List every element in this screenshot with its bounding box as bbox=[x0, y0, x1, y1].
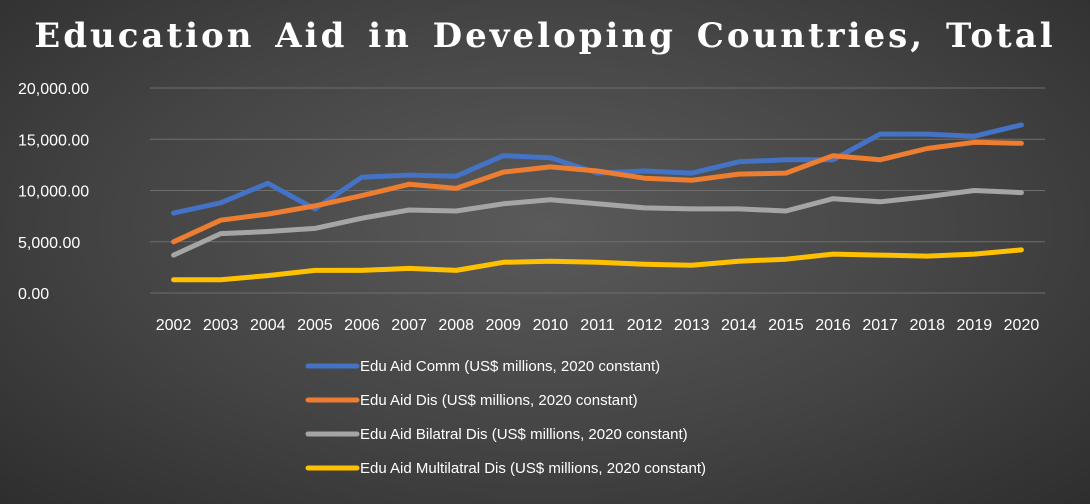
y-axis: 0.00 5,000.00 10,000.00 15,000.00 20,000.00 bbox=[18, 81, 89, 303]
x-tick-label: 2003 bbox=[203, 317, 239, 334]
x-tick-label: 2018 bbox=[909, 317, 945, 334]
x-tick-label: 2012 bbox=[627, 317, 663, 334]
x-tick-label: 2013 bbox=[674, 317, 710, 334]
y-tick-label: 20,000.00 bbox=[18, 81, 89, 98]
legend-label: Edu Aid Multilatral Dis (US$ millions, 2… bbox=[360, 460, 706, 477]
y-tick-label: 15,000.00 bbox=[18, 132, 89, 149]
legend-label: Edu Aid Dis (US$ millions, 2020 constant… bbox=[360, 392, 638, 409]
x-tick-label: 2020 bbox=[1004, 317, 1040, 334]
x-tick-label: 2017 bbox=[862, 317, 898, 334]
series-line bbox=[171, 247, 1024, 283]
x-tick-label: 2004 bbox=[250, 317, 286, 334]
legend-label: Edu Aid Bilatral Dis (US$ millions, 2020… bbox=[360, 426, 688, 443]
x-tick-label: 2008 bbox=[438, 317, 474, 334]
chart-title: Education Aid in Developing Countries, T… bbox=[34, 16, 1056, 56]
x-tick-label: 2011 bbox=[580, 317, 615, 334]
x-tick-label: 2006 bbox=[344, 317, 380, 334]
legend-label: Edu Aid Comm (US$ millions, 2020 constan… bbox=[360, 358, 660, 375]
x-tick-label: 2005 bbox=[297, 317, 333, 334]
legend: Edu Aid Comm (US$ millions, 2020 constan… bbox=[305, 358, 706, 477]
series-lines bbox=[171, 122, 1024, 283]
series-line bbox=[171, 188, 1024, 258]
x-tick-label: 2019 bbox=[957, 317, 993, 334]
x-axis: 2002 2003 2004 2005 2006 2007 2008 2009 2010 2011… bbox=[156, 317, 1040, 334]
gridlines bbox=[150, 87, 1045, 294]
x-tick-label: 2014 bbox=[721, 317, 757, 334]
x-tick-label: 2002 bbox=[156, 317, 192, 334]
y-tick-label: 0.00 bbox=[18, 286, 49, 303]
series-line bbox=[171, 139, 1024, 245]
x-tick-label: 2010 bbox=[533, 317, 569, 334]
x-tick-label: 2007 bbox=[391, 317, 427, 334]
x-tick-label: 2016 bbox=[815, 317, 851, 334]
x-tick-label: 2009 bbox=[485, 317, 521, 334]
x-tick-label: 2015 bbox=[768, 317, 804, 334]
y-tick-label: 5,000.00 bbox=[18, 235, 80, 252]
y-tick-label: 10,000.00 bbox=[18, 184, 89, 201]
